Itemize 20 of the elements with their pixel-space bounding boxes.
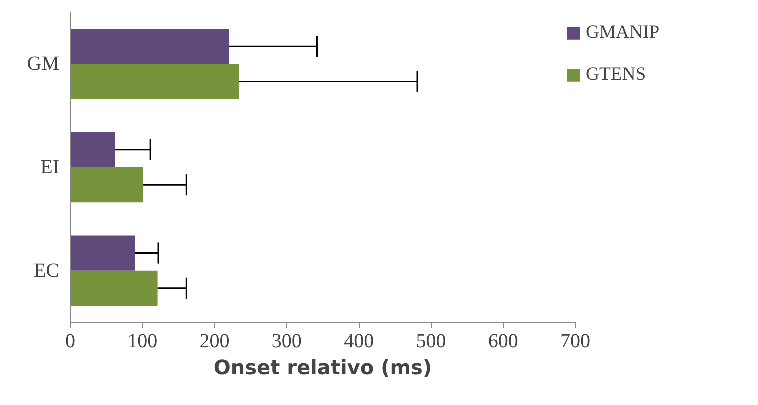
bar bbox=[70, 168, 144, 203]
legend-label: GTENS bbox=[586, 64, 646, 86]
x-tick-label: 200 bbox=[200, 330, 230, 352]
bar bbox=[70, 236, 136, 271]
x-tick-label: 300 bbox=[272, 330, 302, 352]
x-tick-label: 600 bbox=[488, 330, 518, 352]
x-tick-label: 100 bbox=[128, 330, 158, 352]
x-tick-label: 400 bbox=[344, 330, 374, 352]
x-tick-label: 500 bbox=[416, 330, 446, 352]
bar bbox=[70, 64, 240, 100]
y-tick-label: EI bbox=[40, 156, 60, 178]
bar bbox=[70, 270, 158, 306]
y-tick-label: GM bbox=[27, 53, 60, 76]
bar bbox=[70, 29, 230, 64]
y-tick-label: EC bbox=[34, 260, 60, 282]
x-axis-title: Onset relativo (ms) bbox=[214, 356, 432, 380]
legend-label: GMANIP bbox=[586, 22, 660, 44]
x-tick-label: 0 bbox=[66, 330, 76, 352]
x-tick-label: 700 bbox=[560, 330, 590, 352]
bar bbox=[70, 132, 116, 168]
